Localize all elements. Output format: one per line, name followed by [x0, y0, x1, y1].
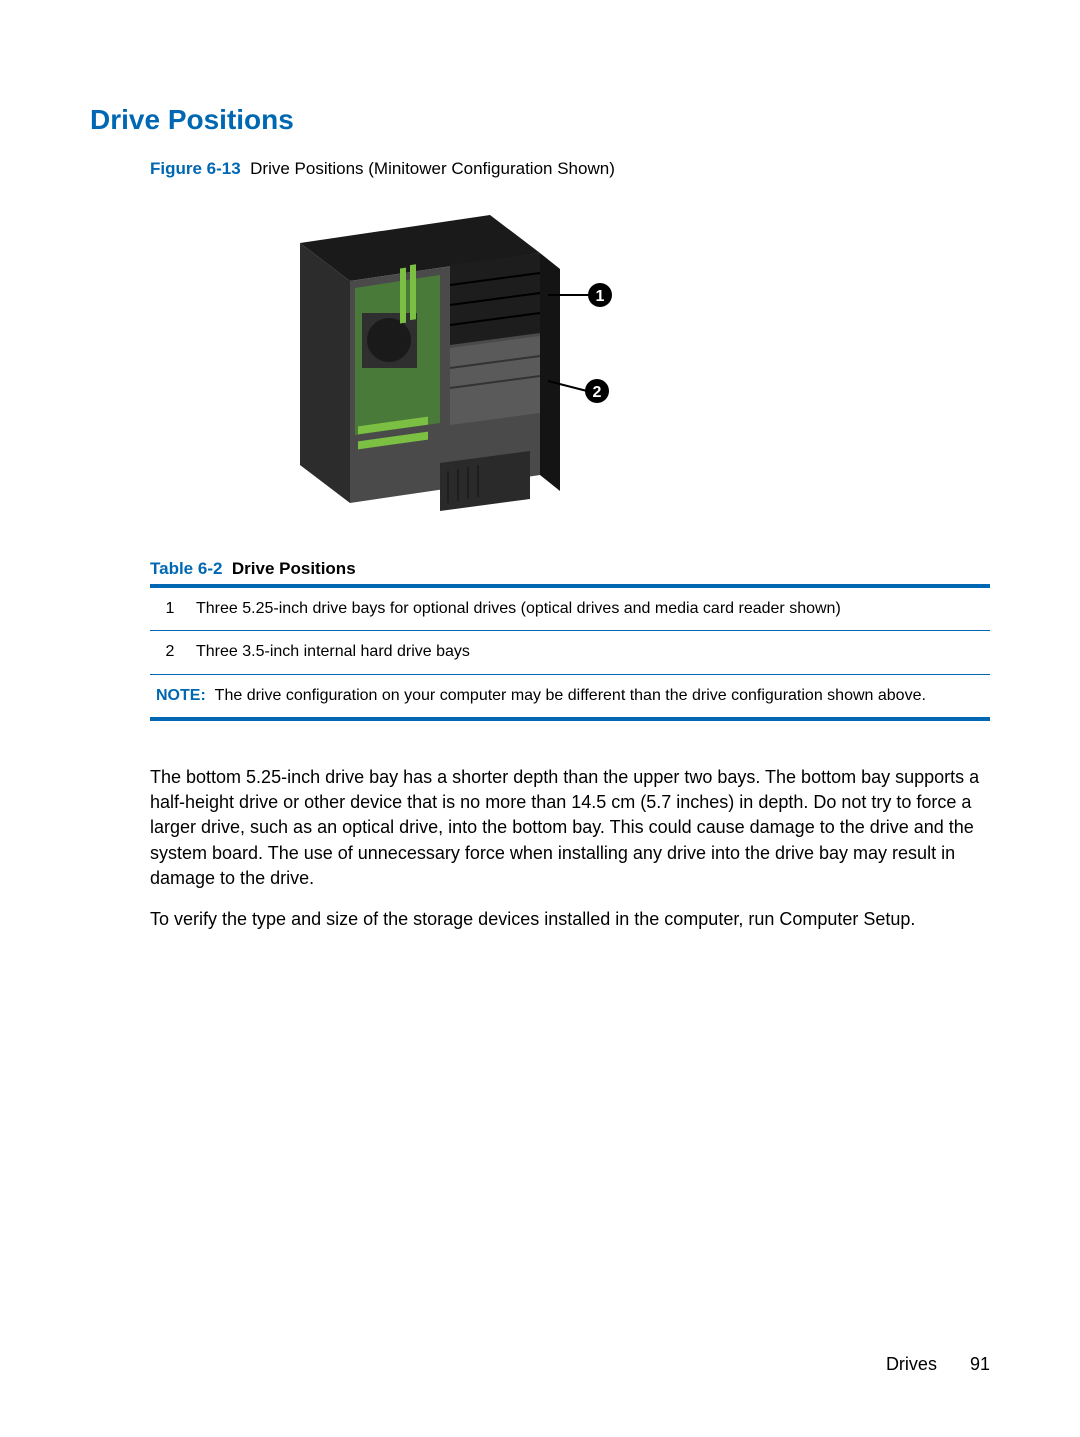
table-note-row: NOTE: The drive configuration on your co…: [150, 674, 990, 719]
page-footer: Drives 91: [886, 1352, 990, 1377]
page: Drive Positions Figure 6-13 Drive Positi…: [0, 0, 1080, 1437]
footer-page-number: 91: [970, 1354, 990, 1374]
footer-section: Drives: [886, 1354, 937, 1374]
table-row: 1 Three 5.25-inch drive bays for optiona…: [150, 586, 990, 631]
figure-caption: Figure 6-13 Drive Positions (Minitower C…: [150, 157, 990, 181]
figure: 1 2: [150, 203, 990, 533]
drive-positions-table: 1 Three 5.25-inch drive bays for optiona…: [150, 584, 990, 721]
figure-caption-text: Drive Positions (Minitower Configuration…: [250, 159, 615, 178]
figure-label: Figure 6-13: [150, 159, 241, 178]
table-note-cell: NOTE: The drive configuration on your co…: [150, 674, 990, 719]
note-text: The drive configuration on your computer…: [215, 687, 926, 704]
callout-1-num: 1: [596, 288, 605, 305]
row-index: 2: [150, 631, 190, 674]
section-heading: Drive Positions: [90, 100, 990, 139]
table-row: 2 Three 3.5-inch internal hard drive bay…: [150, 631, 990, 674]
table-title: Drive Positions: [232, 559, 356, 578]
row-desc: Three 3.5-inch internal hard drive bays: [190, 631, 990, 674]
row-index: 1: [150, 586, 190, 631]
note-label: NOTE:: [156, 687, 206, 704]
table-label: Table 6-2: [150, 559, 222, 578]
body-text: The bottom 5.25-inch drive bay has a sho…: [150, 765, 990, 932]
body-paragraph: To verify the type and size of the stora…: [150, 907, 990, 932]
body-paragraph: The bottom 5.25-inch drive bay has a sho…: [150, 765, 990, 891]
minitower-drawing: 1 2: [240, 203, 640, 533]
row-desc: Three 5.25-inch drive bays for optional …: [190, 586, 990, 631]
table-caption: Table 6-2 Drive Positions: [150, 557, 990, 581]
callout-2-num: 2: [593, 384, 602, 401]
